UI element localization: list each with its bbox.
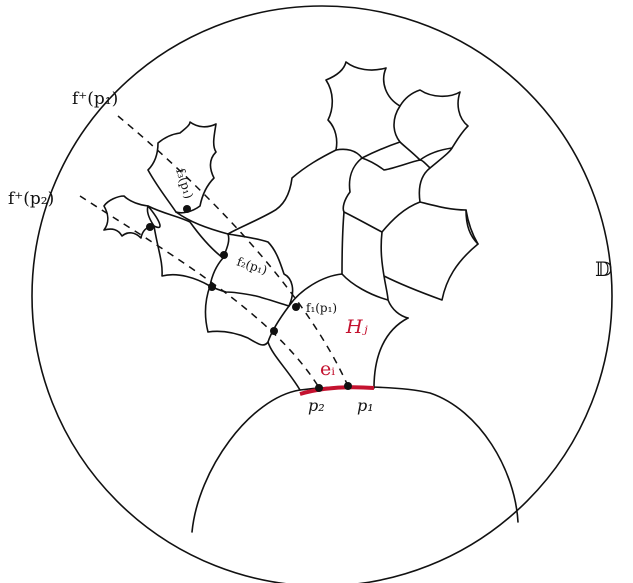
tile-chain-2 [204, 285, 290, 346]
outer-disk [31, 5, 613, 583]
tile-chain-3 [222, 233, 294, 307]
label-f2-p1: f₂(p₁) [235, 255, 269, 278]
label-e-i: eᵢ [320, 358, 335, 380]
label-p2: p₂ [308, 396, 325, 415]
label-f-plus-p2: f⁺(p₂) [8, 189, 54, 209]
label-f1-p1: f₁(p₁) [306, 301, 337, 315]
hj-top-arc [288, 273, 409, 319]
label-H-j: Hⱼ [345, 316, 368, 338]
point-p1 [344, 382, 352, 390]
point-f2-p1 [220, 251, 228, 259]
point-f1-p1 [292, 303, 300, 311]
hj-left-arc [267, 341, 301, 391]
geodesic-p2 [79, 195, 319, 387]
tile-top-right-2 [399, 89, 469, 161]
tile-center-link [227, 149, 345, 275]
label-f-plus-p1: f⁺(p₁) [72, 89, 118, 109]
point-p2 [315, 384, 323, 392]
edge-e-i [299, 385, 375, 396]
label-disk: 𝔻 [595, 257, 612, 281]
point-f3-p1 [183, 205, 191, 213]
point-f2-p2 [208, 283, 216, 291]
point-f2-chain [270, 327, 278, 335]
tile-chain-1 [147, 205, 224, 287]
tile-upper-f3-lower [175, 211, 229, 235]
hj-right-arc [373, 317, 409, 389]
tile-right-middle [342, 157, 431, 233]
label-p1: p₁ [357, 396, 374, 415]
tile-top-right-1 [325, 61, 401, 159]
point-f3-p2 [146, 223, 154, 231]
tile-cusp-left [103, 195, 155, 239]
bottom-region-boundary [191, 386, 519, 533]
label-f3-p1: f₃(p₁) [173, 167, 196, 201]
tile-right-lower [380, 209, 479, 301]
geodesic-p1 [117, 115, 349, 387]
